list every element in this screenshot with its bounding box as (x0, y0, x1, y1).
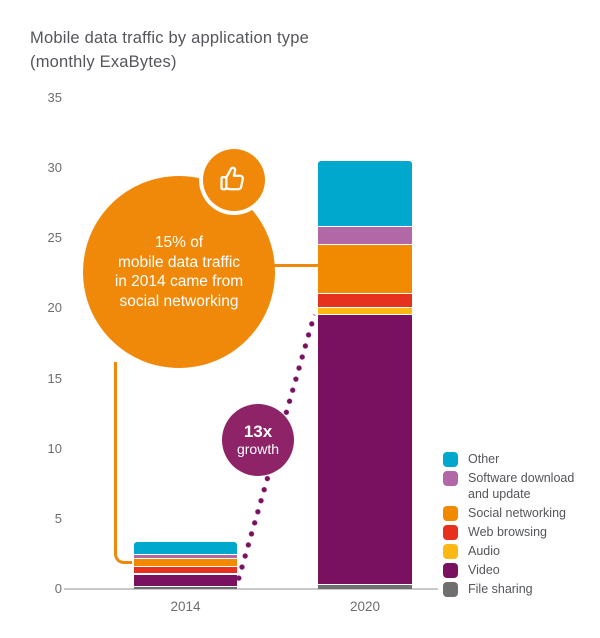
bar-segment-web-browsing (134, 565, 237, 573)
bar-segment-software-download-and-update (134, 553, 237, 559)
bubble-connector-right (273, 264, 318, 267)
thumbs-up-icon (220, 166, 244, 191)
legend-label: Video (468, 563, 500, 577)
legend-item-audio: Audio (443, 543, 595, 559)
legend-label: File sharing (468, 582, 533, 596)
bar-segment-video (134, 574, 237, 587)
legend-swatch-web-browsing (443, 525, 458, 540)
callout-line: mobile data traffic (117, 253, 241, 271)
legend-swatch-video (443, 563, 458, 578)
bar-segment-audio (134, 572, 237, 575)
callout-line: social networking (119, 292, 239, 310)
legend-item-video: Video (443, 562, 595, 578)
x-axis-label-2014: 2014 (170, 599, 201, 614)
legend-item-file-sharing: File sharing (443, 581, 595, 597)
thumbs-up-badge (203, 149, 265, 211)
bar-segment-audio (318, 307, 412, 315)
y-tick-20: 20 (47, 300, 62, 316)
bar-segment-social-networking (134, 558, 237, 566)
y-tick-25: 25 (47, 230, 62, 246)
legend-item-other: Other (443, 451, 595, 467)
callout-line: 15% of (154, 234, 204, 251)
bar-segment-other (134, 542, 237, 554)
legend-swatch-other (443, 452, 458, 467)
bar-segment-web-browsing (318, 293, 412, 308)
legend-item-software-download-and-update: Software download and update (443, 470, 595, 502)
bar-segment-other (318, 161, 412, 226)
social-networking-callout: 15% of mobile data traffic in 2014 came … (83, 176, 275, 368)
legend-label: Other (468, 452, 500, 466)
bar-2020 (318, 161, 412, 589)
bar-2014 (134, 542, 237, 589)
x-axis-line (64, 588, 438, 590)
y-tick-35: 35 (47, 90, 62, 105)
legend-item-social-networking: Social networking (443, 505, 595, 521)
bar-segment-file-sharing (134, 586, 237, 589)
bubble-connector-left (114, 362, 132, 564)
growth-callout: 13x growth (222, 404, 294, 476)
legend-label: Social networking (468, 506, 566, 520)
y-tick-5: 5 (54, 510, 62, 526)
growth-label: growth (236, 441, 280, 457)
legend-swatch-social-networking (443, 506, 458, 521)
growth-value: 13x (243, 422, 273, 441)
legend: Other Software download and update Social … (443, 451, 595, 600)
x-axis-label-2020: 2020 (349, 599, 381, 614)
social-networking-callout-text: 15% of mobile data traffic in 2014 came … (115, 233, 243, 311)
y-tick-0: 0 (54, 581, 62, 596)
y-tick-30: 30 (47, 160, 62, 176)
title-block: Mobile data traffic by application type … (30, 26, 309, 74)
bar-segment-software-download-and-update (318, 225, 412, 244)
legend-swatch-audio (443, 544, 458, 559)
callout-line: in 2014 came from (114, 273, 244, 290)
legend-label: Software download and update (468, 471, 575, 501)
bar-segment-video (318, 314, 412, 585)
legend-swatch-software-download-and-update (443, 471, 458, 486)
legend-swatch-file-sharing (443, 582, 458, 597)
bar-segment-file-sharing (318, 584, 412, 589)
chart-title: Mobile data traffic by application type (30, 29, 309, 47)
chart-subtitle: (monthly ExaBytes) (30, 53, 177, 71)
legend-item-web-browsing: Web browsing (443, 524, 595, 540)
bar-segment-social-networking (318, 243, 412, 293)
legend-label: Audio (468, 544, 500, 558)
y-tick-15: 15 (47, 370, 62, 386)
y-tick-10: 10 (47, 440, 62, 456)
legend-label: Web browsing (468, 525, 547, 539)
